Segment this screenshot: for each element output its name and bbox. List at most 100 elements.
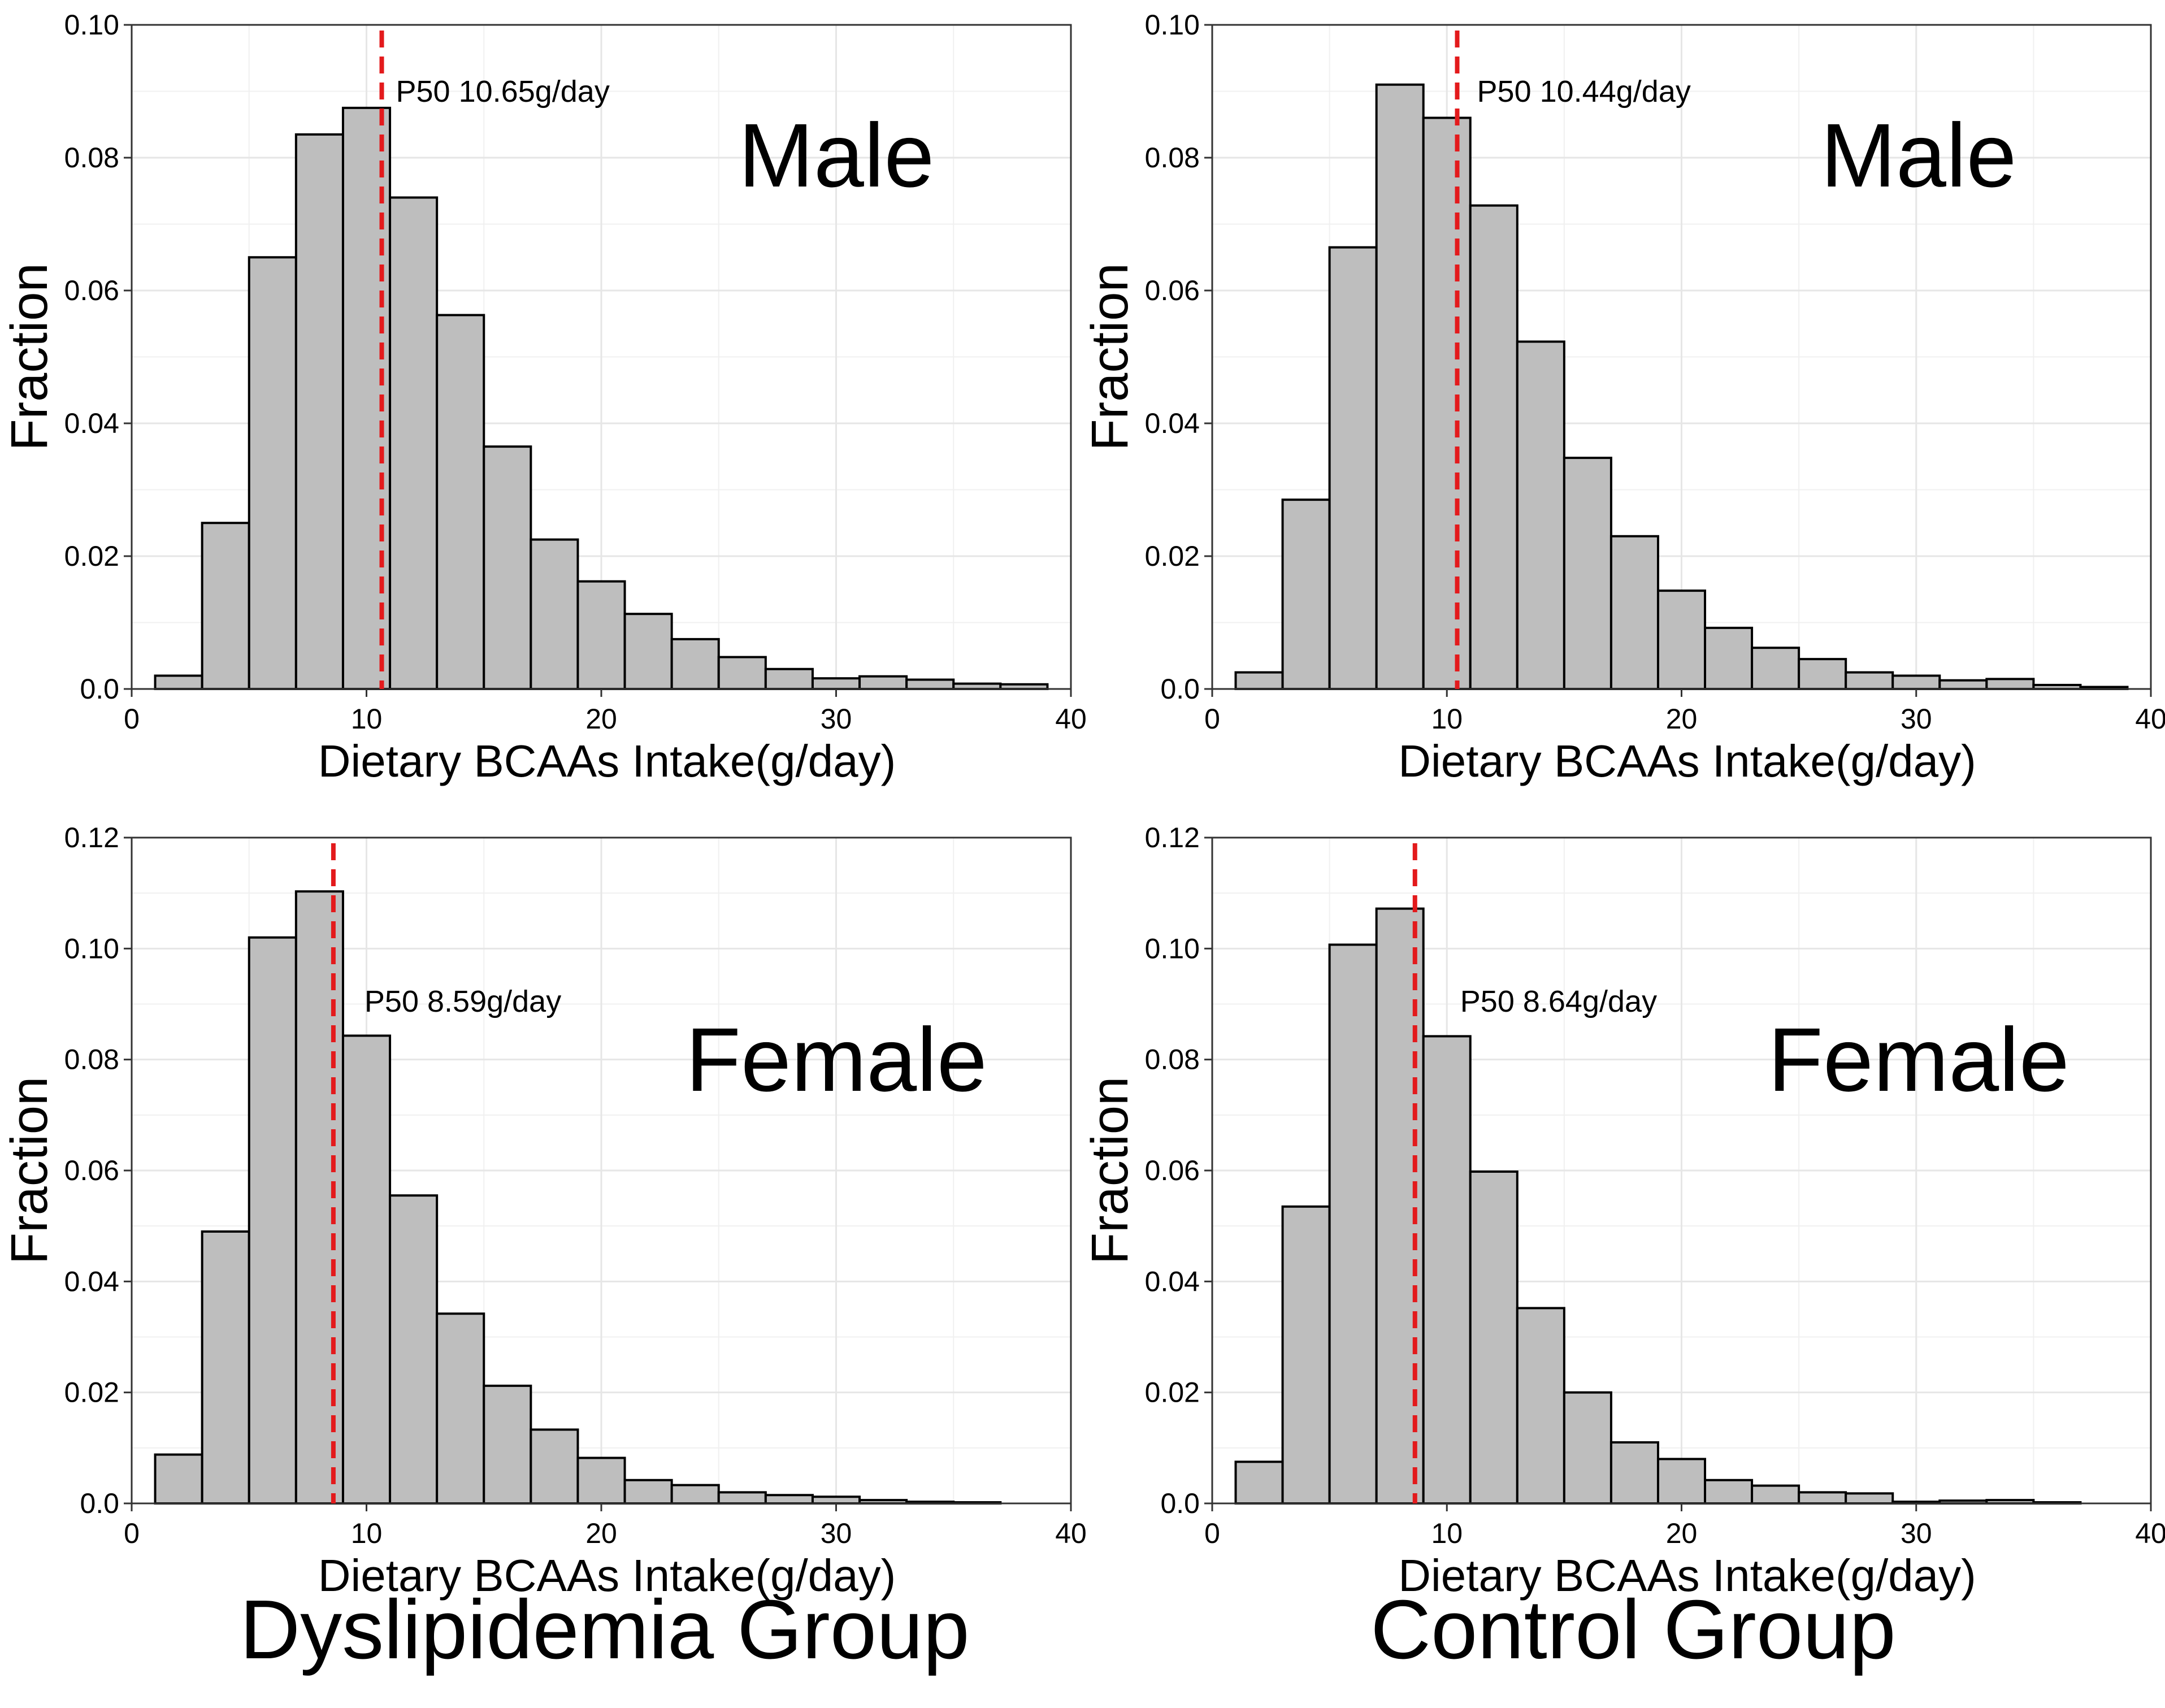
y-tick-label: 0.02 xyxy=(1145,540,1200,572)
histogram-bar xyxy=(294,890,344,1505)
histogram-bar xyxy=(1375,83,1425,690)
x-tick-label: 20 xyxy=(1666,1518,1698,1549)
histogram-bar xyxy=(1563,1391,1612,1505)
histogram-bar xyxy=(341,1034,392,1505)
y-tick-label: 0.08 xyxy=(1145,142,1200,174)
chart-panel-ctrl-male: 0 10 20 30 40 0.0 0.02 0.04 0.06 0.08 0.10 Dietary … xyxy=(1081,9,2165,786)
histogram-bar xyxy=(764,1494,814,1505)
y-tick-label: 0.02 xyxy=(1145,1377,1200,1408)
histogram-bar xyxy=(530,1428,579,1505)
x-axis-title: Dietary BCAAs Intake(g/day) xyxy=(318,736,896,786)
histogram-bar xyxy=(670,1484,720,1505)
y-axis-title: Fraction xyxy=(1081,263,1139,450)
histogram-bar xyxy=(811,1495,861,1505)
y-tick-label: 0.08 xyxy=(1145,1044,1200,1076)
histogram-bar xyxy=(1328,246,1378,690)
x-tick-label: 10 xyxy=(1431,1518,1463,1549)
x-tick-label: 30 xyxy=(1901,703,1932,735)
histogram-bar xyxy=(1798,1491,1847,1505)
median-value: 8.59 xyxy=(427,985,487,1018)
y-tick-label: 0.0 xyxy=(1160,673,1200,705)
histogram-bar xyxy=(1938,679,1988,690)
panel-sex-label: Female xyxy=(1768,1009,2069,1110)
histogram-bar xyxy=(764,667,814,690)
histogram-bar xyxy=(1563,457,1612,690)
y-tick-label: 0.12 xyxy=(1145,822,1200,853)
histogram-bar xyxy=(576,580,626,691)
histogram-bar xyxy=(811,677,861,690)
histogram-bar xyxy=(1516,340,1565,690)
histogram-bar xyxy=(248,256,297,690)
histogram-bar xyxy=(294,133,344,690)
histogram-bar xyxy=(1845,671,1894,690)
median-unit: g/day xyxy=(1616,75,1691,109)
histogram-bar xyxy=(201,522,250,690)
histogram-bar xyxy=(436,314,485,690)
x-tick-label: 0 xyxy=(124,1518,140,1549)
x-axis-title: Dietary BCAAs Intake(g/day) xyxy=(1398,1550,1976,1601)
median-label: P50 xyxy=(1477,75,1540,109)
y-tick-label: 0.12 xyxy=(64,822,119,853)
panel-sex-label: Male xyxy=(1821,105,2017,206)
x-tick-label: 10 xyxy=(351,703,383,735)
x-tick-label: 30 xyxy=(1901,1518,1932,1549)
histogram-bar xyxy=(1656,1458,1707,1505)
dyslipidemia-group-label: Dyslipidemia Group xyxy=(240,1583,970,1676)
median-annotation: P50 8.59g/day xyxy=(365,985,561,1018)
histogram-bar xyxy=(1609,535,1659,690)
median-value: 10.44 xyxy=(1540,75,1616,109)
chart-panel-ctrl-female: 0 10 20 30 40 0.0 0.02 0.04 0.06 0.08 0.10 0.12 Diet… xyxy=(1081,822,2165,1601)
y-tick-label: 0.0 xyxy=(80,1488,119,1519)
histogram-bar xyxy=(389,1194,439,1505)
histogram-bar xyxy=(717,1491,767,1505)
y-tick-label: 0.10 xyxy=(1145,9,1200,41)
y-tick-label: 0.10 xyxy=(64,933,119,964)
histogram-bar xyxy=(1516,1307,1565,1505)
x-tick-label: 10 xyxy=(1431,703,1463,735)
histogram-bar xyxy=(1751,647,1800,691)
y-tick-label: 0.04 xyxy=(64,408,119,439)
x-tick-label: 0 xyxy=(1204,1518,1220,1549)
median-label: P50 xyxy=(396,75,459,109)
histogram-bar xyxy=(1281,498,1331,690)
median-unit: g/day xyxy=(487,985,561,1018)
histogram-bar xyxy=(483,1384,532,1505)
x-tick-label: 30 xyxy=(821,703,852,735)
y-tick-label: 0.02 xyxy=(64,540,119,572)
x-tick-label: 40 xyxy=(1055,1518,1087,1549)
y-axis-title: Fraction xyxy=(1,263,58,450)
y-axis-title: Fraction xyxy=(1,1077,58,1264)
chart-panel-dys-male: 0 10 20 30 40 0.0 0.02 0.04 0.06 0.08 0.10 Dietary … xyxy=(1,9,1087,786)
y-tick-label: 0.08 xyxy=(64,142,119,174)
histogram-bar xyxy=(623,613,673,690)
histogram-bar xyxy=(670,638,720,690)
y-tick-label: 0.08 xyxy=(64,1044,119,1076)
median-annotation: P50 8.64g/day xyxy=(1460,985,1657,1018)
histogram-bar xyxy=(483,445,532,690)
histogram-bar xyxy=(154,674,203,690)
y-tick-label: 0.04 xyxy=(1145,408,1200,439)
x-tick-label: 20 xyxy=(585,1518,617,1549)
chart-panel-dys-female: 0 10 20 30 40 0.0 0.02 0.04 0.06 0.08 0.10 0.12 Diet… xyxy=(1,822,1087,1601)
histogram-bar xyxy=(1469,1170,1518,1505)
x-tick-label: 10 xyxy=(351,1518,383,1549)
histogram-bar xyxy=(154,1453,203,1505)
x-tick-label: 0 xyxy=(1204,703,1220,735)
histogram-bar xyxy=(1798,658,1847,690)
y-tick-label: 0.0 xyxy=(1160,1488,1200,1519)
x-tick-label: 0 xyxy=(124,703,140,735)
y-tick-label: 0.0 xyxy=(80,673,119,705)
histogram-bar xyxy=(717,656,767,690)
x-tick-label: 30 xyxy=(821,1518,852,1549)
histogram-bar xyxy=(1328,943,1378,1505)
y-tick-label: 0.04 xyxy=(1145,1265,1200,1297)
y-tick-label: 0.06 xyxy=(64,1155,119,1186)
y-axis-title: Fraction xyxy=(1081,1077,1139,1264)
x-axis-title: Dietary BCAAs Intake(g/day) xyxy=(318,1550,896,1601)
histogram-bar xyxy=(530,538,579,690)
x-tick-label: 20 xyxy=(585,703,617,735)
histogram-bar xyxy=(858,675,908,691)
histogram-bar xyxy=(1281,1205,1331,1505)
histogram-bar xyxy=(248,936,297,1505)
